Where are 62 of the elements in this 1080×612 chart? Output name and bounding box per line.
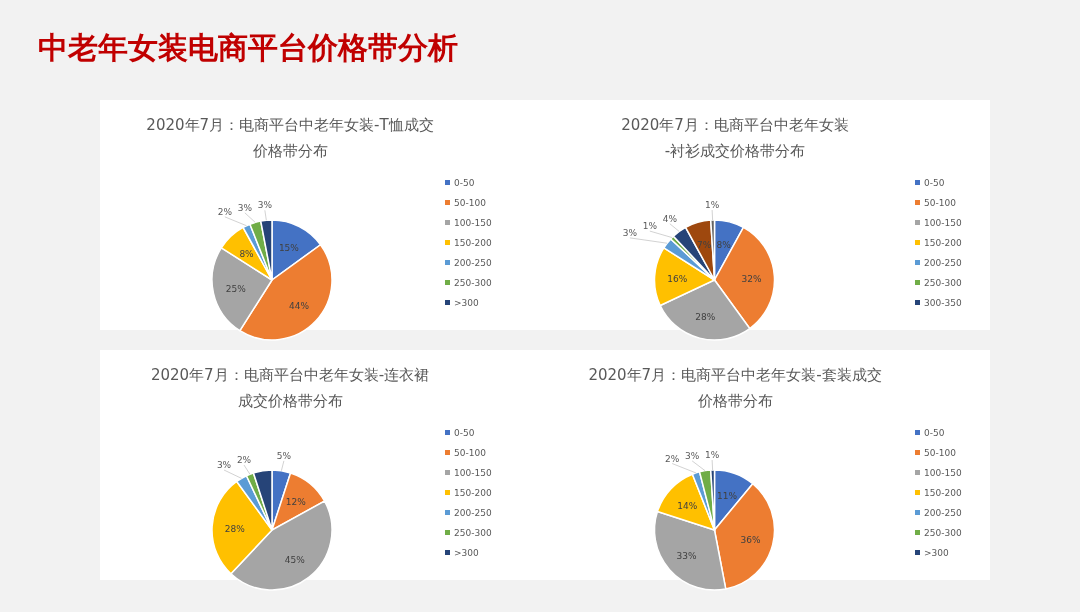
data-label: 11% xyxy=(717,491,738,501)
legend-label: 250-300 xyxy=(924,528,962,538)
legend-label: >300 xyxy=(454,548,479,558)
legend-label: 250-300 xyxy=(454,278,492,288)
data-label: 2% xyxy=(217,206,233,217)
data-label: 3% xyxy=(257,200,273,211)
legend-label: 150-200 xyxy=(454,238,492,248)
data-label: 2% xyxy=(236,455,252,466)
legend-label: 100-150 xyxy=(924,468,962,478)
legend-label: 250-300 xyxy=(924,278,962,288)
data-label: 1% xyxy=(704,200,720,211)
legend-label: 50-100 xyxy=(454,448,487,458)
legend-label: 50-100 xyxy=(924,198,957,208)
legend-label: >300 xyxy=(924,548,949,558)
legend-label: 150-200 xyxy=(924,488,962,498)
legend-label: 50-100 xyxy=(454,198,487,208)
data-label: 4% xyxy=(662,213,678,224)
data-label: 5% xyxy=(276,450,292,461)
legend-label: 250-300 xyxy=(454,528,492,538)
legend-label: 150-200 xyxy=(924,238,962,248)
data-label: 8% xyxy=(716,239,732,250)
legend-label: 200-250 xyxy=(454,508,492,518)
data-label: 44% xyxy=(289,301,310,312)
legend-label: 300-350 xyxy=(924,298,962,308)
data-label: 3% xyxy=(237,202,253,213)
legend-label: 200-250 xyxy=(924,258,962,268)
text: 中老年女装电商平台价格带分析 xyxy=(38,30,458,65)
data-label: 28% xyxy=(695,312,716,323)
data-label: 28% xyxy=(224,523,246,534)
legend-label: 200-250 xyxy=(924,508,962,518)
chart-title: 2020年7月：电商平台中老年女装-连衣裙成交价格带分布 xyxy=(150,366,430,410)
legend-label: 0-50 xyxy=(454,428,475,438)
data-label: 15% xyxy=(278,242,300,253)
legend-label: 0-50 xyxy=(454,178,475,188)
data-label: 12% xyxy=(285,497,307,508)
chart-title: 2020年7月：电商平台中老年女装-T恤成交价格带分布 xyxy=(146,116,434,160)
legend-label: 0-50 xyxy=(924,428,945,438)
data-label: 25% xyxy=(225,284,247,295)
data-label: 36% xyxy=(740,535,761,546)
legend-label: >300 xyxy=(454,298,479,308)
data-label: 7% xyxy=(696,240,712,251)
data-label: 1% xyxy=(704,450,720,461)
data-label: 45% xyxy=(284,555,306,566)
legend-label: 100-150 xyxy=(454,218,492,228)
data-label: 33% xyxy=(676,550,698,561)
legend-label: 50-100 xyxy=(924,448,957,458)
data-label: 14% xyxy=(677,500,698,511)
legend-label: 100-150 xyxy=(924,218,962,228)
legend-label: 100-150 xyxy=(454,468,492,478)
legend-label: 0-50 xyxy=(924,178,945,188)
data-label: 32% xyxy=(741,273,763,284)
data-label: 3% xyxy=(622,227,638,238)
legend-label: 150-200 xyxy=(454,488,492,498)
data-label: 2% xyxy=(664,453,680,464)
legend-label: 200-250 xyxy=(454,258,492,268)
data-label: 8% xyxy=(239,248,255,259)
data-label: 3% xyxy=(684,450,700,461)
data-label: 3% xyxy=(216,460,232,471)
data-label: 16% xyxy=(667,273,688,284)
data-label: 1% xyxy=(642,221,658,232)
chart-title: 2020年7月：电商平台中老年女装-衬衫成交价格带分布 xyxy=(621,116,849,160)
chart-title: 2020年7月：电商平台中老年女装-套装成交价格带分布 xyxy=(588,366,882,410)
